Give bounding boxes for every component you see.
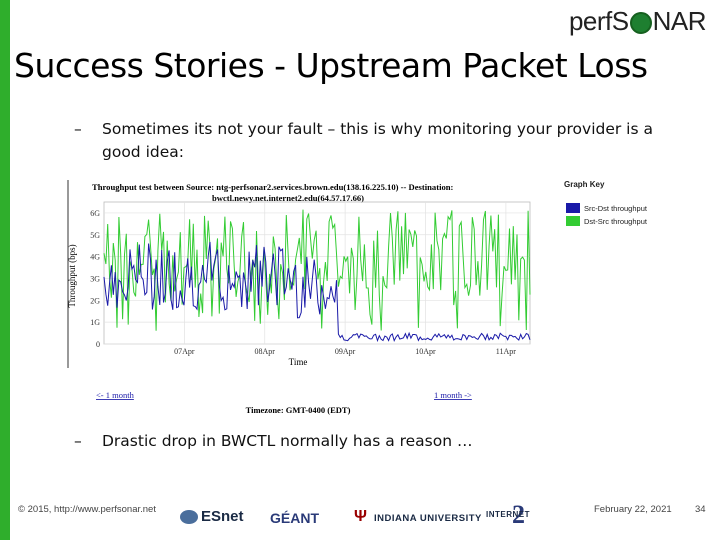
timezone-label: Timezone: GMT-0400 (EDT) — [246, 405, 351, 415]
chart-title-line2: bwctl.newy.net.internet2.edu(64.57.17.66… — [212, 193, 364, 203]
perfsonar-logo: perfS NAR — [568, 6, 707, 37]
x-tick-label: 11Apr — [496, 347, 516, 356]
esnet-globe-icon — [180, 510, 198, 525]
internet2-logo-mark: 2 — [512, 500, 525, 529]
y-axis-label: Throughput (bps) — [67, 244, 77, 307]
throughput-graph: Throughput test between Source: ntg-perf… — [66, 176, 656, 418]
next-month-link[interactable]: 1 month -> — [434, 390, 472, 400]
footer-date: February 22, 2021 — [594, 504, 672, 515]
x-tick-label: 09Apr — [335, 347, 356, 356]
legend-title: Graph Key — [564, 180, 605, 189]
series-line-src-dst — [103, 241, 531, 343]
chart-title-line1: Throughput test between Source: ntg-perf… — [92, 182, 454, 192]
globe-icon — [629, 11, 652, 34]
esnet-logo: ESnet — [180, 508, 244, 525]
slide-title: Success Stories - Upstream Packet Loss — [14, 46, 648, 85]
y-tick-label: 1G — [90, 318, 100, 327]
iu-trident-icon: Ψ — [354, 508, 367, 525]
legend-swatch-dst-src — [566, 216, 580, 226]
y-tick-label: 5G — [90, 231, 100, 240]
x-tick-label: 10Apr — [415, 347, 436, 356]
bullet-text: Drastic drop in BWCTL normally has a rea… — [102, 432, 473, 450]
x-axis-label: Time — [289, 357, 308, 367]
bullet-text: Sometimes its not your fault – this is w… — [102, 120, 653, 161]
series-line-dst-src — [103, 209, 531, 331]
legend-label-src-dst: Src-Dst throughput — [584, 204, 648, 213]
x-tick-label: 07Apr — [174, 347, 195, 356]
bullet-dash: – — [74, 432, 82, 450]
footer-page-number: 34 — [695, 504, 706, 515]
y-tick-label: 2G — [90, 296, 100, 305]
prev-month-link[interactable]: <- 1 month — [96, 390, 135, 400]
iu-logo-text: INDIANA UNIVERSITY — [374, 513, 482, 524]
x-tick-label: 08Apr — [255, 347, 276, 356]
geant-logo: GÉANT — [270, 510, 319, 526]
plot-area: 0 1G 2G 3G 4G 5G 6G 07Apr 08Apr 09Apr 10Apr 11Apr — [90, 201, 531, 356]
legend-label-dst-src: Dst-Src throughput — [584, 217, 648, 226]
logo-text-suffix: NAR — [652, 6, 707, 36]
legend-swatch-src-dst — [566, 203, 580, 213]
y-tick-label: 3G — [90, 274, 100, 283]
left-accent-bar — [0, 0, 10, 540]
bullet-dash: – — [74, 120, 82, 138]
internet2-logo-text: INTERNET — [486, 510, 530, 519]
y-tick-label: 0 — [96, 340, 100, 349]
logo-text-prefix: perfS — [568, 6, 629, 36]
y-tick-label: 6G — [90, 209, 100, 218]
y-tick-label: 4G — [90, 253, 100, 262]
partner-logos: ESnet GÉANT Ψ INDIANA UNIVERSITY 2 INTER… — [178, 498, 578, 534]
footer-copyright: © 2015, http://www.perfsonar.net — [18, 504, 156, 515]
